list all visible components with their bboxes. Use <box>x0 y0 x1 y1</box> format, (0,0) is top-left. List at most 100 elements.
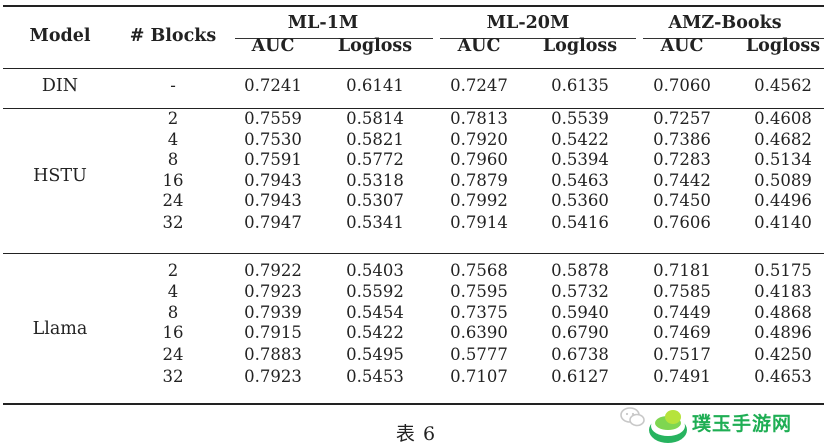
cell-value: 0.7813 <box>450 109 508 128</box>
header-metric-auc: AUC <box>457 36 501 56</box>
cell-value: 0.7107 <box>450 367 508 386</box>
cell-blocks: 8 <box>167 303 179 322</box>
cell-value: 0.7530 <box>244 130 302 149</box>
cell-value: 0.7920 <box>450 130 508 149</box>
cell-value: 0.4562 <box>754 76 812 95</box>
cell-value: 0.7559 <box>244 109 302 128</box>
cell-value: 0.7517 <box>653 345 711 364</box>
cell-blocks: 2 <box>167 109 179 128</box>
cell-value: 0.4140 <box>754 213 812 232</box>
cell-value: 0.5592 <box>346 282 404 301</box>
cell-value: 0.7943 <box>244 171 302 190</box>
cell-value: 0.7450 <box>653 191 711 210</box>
cell-value: 0.5089 <box>754 171 812 190</box>
header-group-ml1m: ML-1M <box>287 13 359 33</box>
cell-value: 0.5175 <box>754 261 812 280</box>
top-rule <box>3 5 824 7</box>
header-metric-logloss: Logloss <box>337 36 413 56</box>
cell-value: 0.5318 <box>346 171 404 190</box>
cell-value: 0.7241 <box>244 76 302 95</box>
cell-value: 0.5463 <box>551 171 609 190</box>
cell-value: 0.5134 <box>754 150 812 169</box>
cell-blocks: 32 <box>162 367 184 386</box>
cell-value: 0.7060 <box>653 76 711 95</box>
cell-value: 0.7922 <box>244 261 302 280</box>
wechat-icon <box>620 407 645 427</box>
cell-value: 0.4608 <box>754 109 812 128</box>
cell-value: 0.5422 <box>551 130 609 149</box>
cell-value: 0.7992 <box>450 191 508 210</box>
cell-value: 0.4682 <box>754 130 812 149</box>
cell-value: 0.7375 <box>450 303 508 322</box>
cell-value: 0.5422 <box>346 323 404 342</box>
header-group-ml20m: ML-20M <box>486 13 570 33</box>
table-caption: 表 6 <box>395 423 437 445</box>
header-metric-logloss: Logloss <box>542 36 618 56</box>
cell-value: 0.7947 <box>244 213 302 232</box>
cell-value: 0.7606 <box>653 213 711 232</box>
cell-value: 0.7469 <box>653 323 711 342</box>
cell-value: 0.7960 <box>450 150 508 169</box>
cell-value: 0.7879 <box>450 171 508 190</box>
cell-value: 0.5454 <box>346 303 404 322</box>
cell-value: 0.7591 <box>244 150 302 169</box>
cell-value: 0.4183 <box>754 282 812 301</box>
cell-value: 0.5307 <box>346 191 404 210</box>
cell-value: 0.6141 <box>346 76 404 95</box>
cell-model: DIN <box>41 76 79 96</box>
watermark-text: 璞玉手游网 <box>692 413 793 435</box>
cell-blocks: 2 <box>167 261 179 280</box>
cell-value: 0.7386 <box>653 130 711 149</box>
cell-value: 0.6135 <box>551 76 609 95</box>
cell-value: 0.7585 <box>653 282 711 301</box>
cell-blocks: 16 <box>162 323 184 342</box>
cell-value: 0.6127 <box>551 367 609 386</box>
cell-value: 0.7283 <box>653 150 711 169</box>
cell-value: 0.5495 <box>346 345 404 364</box>
cell-value: 0.7568 <box>450 261 508 280</box>
header-blocks: # Blocks <box>129 26 217 46</box>
cell-blocks: - <box>170 76 176 95</box>
site-logo-icon <box>649 410 687 443</box>
header-model: Model <box>29 26 91 46</box>
cell-value: 0.5777 <box>450 345 508 364</box>
cell-value: 0.7442 <box>653 171 711 190</box>
cell-value: 0.5878 <box>551 261 609 280</box>
cell-value: 0.6790 <box>551 323 609 342</box>
cell-value: 0.7939 <box>244 303 302 322</box>
cell-value: 0.5814 <box>346 109 404 128</box>
cell-value: 0.5732 <box>551 282 609 301</box>
cell-value: 0.5394 <box>551 150 609 169</box>
header-group-amzbooks: AMZ-Books <box>668 13 782 33</box>
cell-value: 0.5360 <box>551 191 609 210</box>
cell-model: Llama <box>32 319 88 339</box>
cell-blocks: 24 <box>162 345 184 364</box>
cell-value: 0.4250 <box>754 345 812 364</box>
group-underline-ml1m <box>235 38 433 39</box>
cell-value: 0.4868 <box>754 303 812 322</box>
cell-value: 0.7181 <box>653 261 711 280</box>
group-underline-amzbooks <box>643 38 824 39</box>
cell-value: 0.7883 <box>244 345 302 364</box>
bottom-rule <box>3 403 824 405</box>
header-rule <box>3 68 824 70</box>
cell-value: 0.5940 <box>551 303 609 322</box>
hstu-section-rule <box>3 253 824 254</box>
cell-blocks: 16 <box>162 171 184 190</box>
cell-value: 0.5539 <box>551 109 609 128</box>
cell-value: 0.4653 <box>754 367 812 386</box>
cell-value: 0.6390 <box>450 323 508 342</box>
cell-blocks: 24 <box>162 191 184 210</box>
cell-model: HSTU <box>33 166 87 186</box>
group-underline-ml20m <box>440 38 636 39</box>
cell-blocks: 32 <box>162 213 184 232</box>
cell-value: 0.4896 <box>754 323 812 342</box>
cell-value: 0.6738 <box>551 345 609 364</box>
cell-value: 0.7915 <box>244 323 302 342</box>
cell-value: 0.5821 <box>346 130 404 149</box>
header-metric-auc: AUC <box>660 36 704 56</box>
cell-blocks: 4 <box>167 130 179 149</box>
cell-value: 0.7247 <box>450 76 508 95</box>
cell-value: 0.7923 <box>244 282 302 301</box>
header-metric-auc: AUC <box>251 36 295 56</box>
